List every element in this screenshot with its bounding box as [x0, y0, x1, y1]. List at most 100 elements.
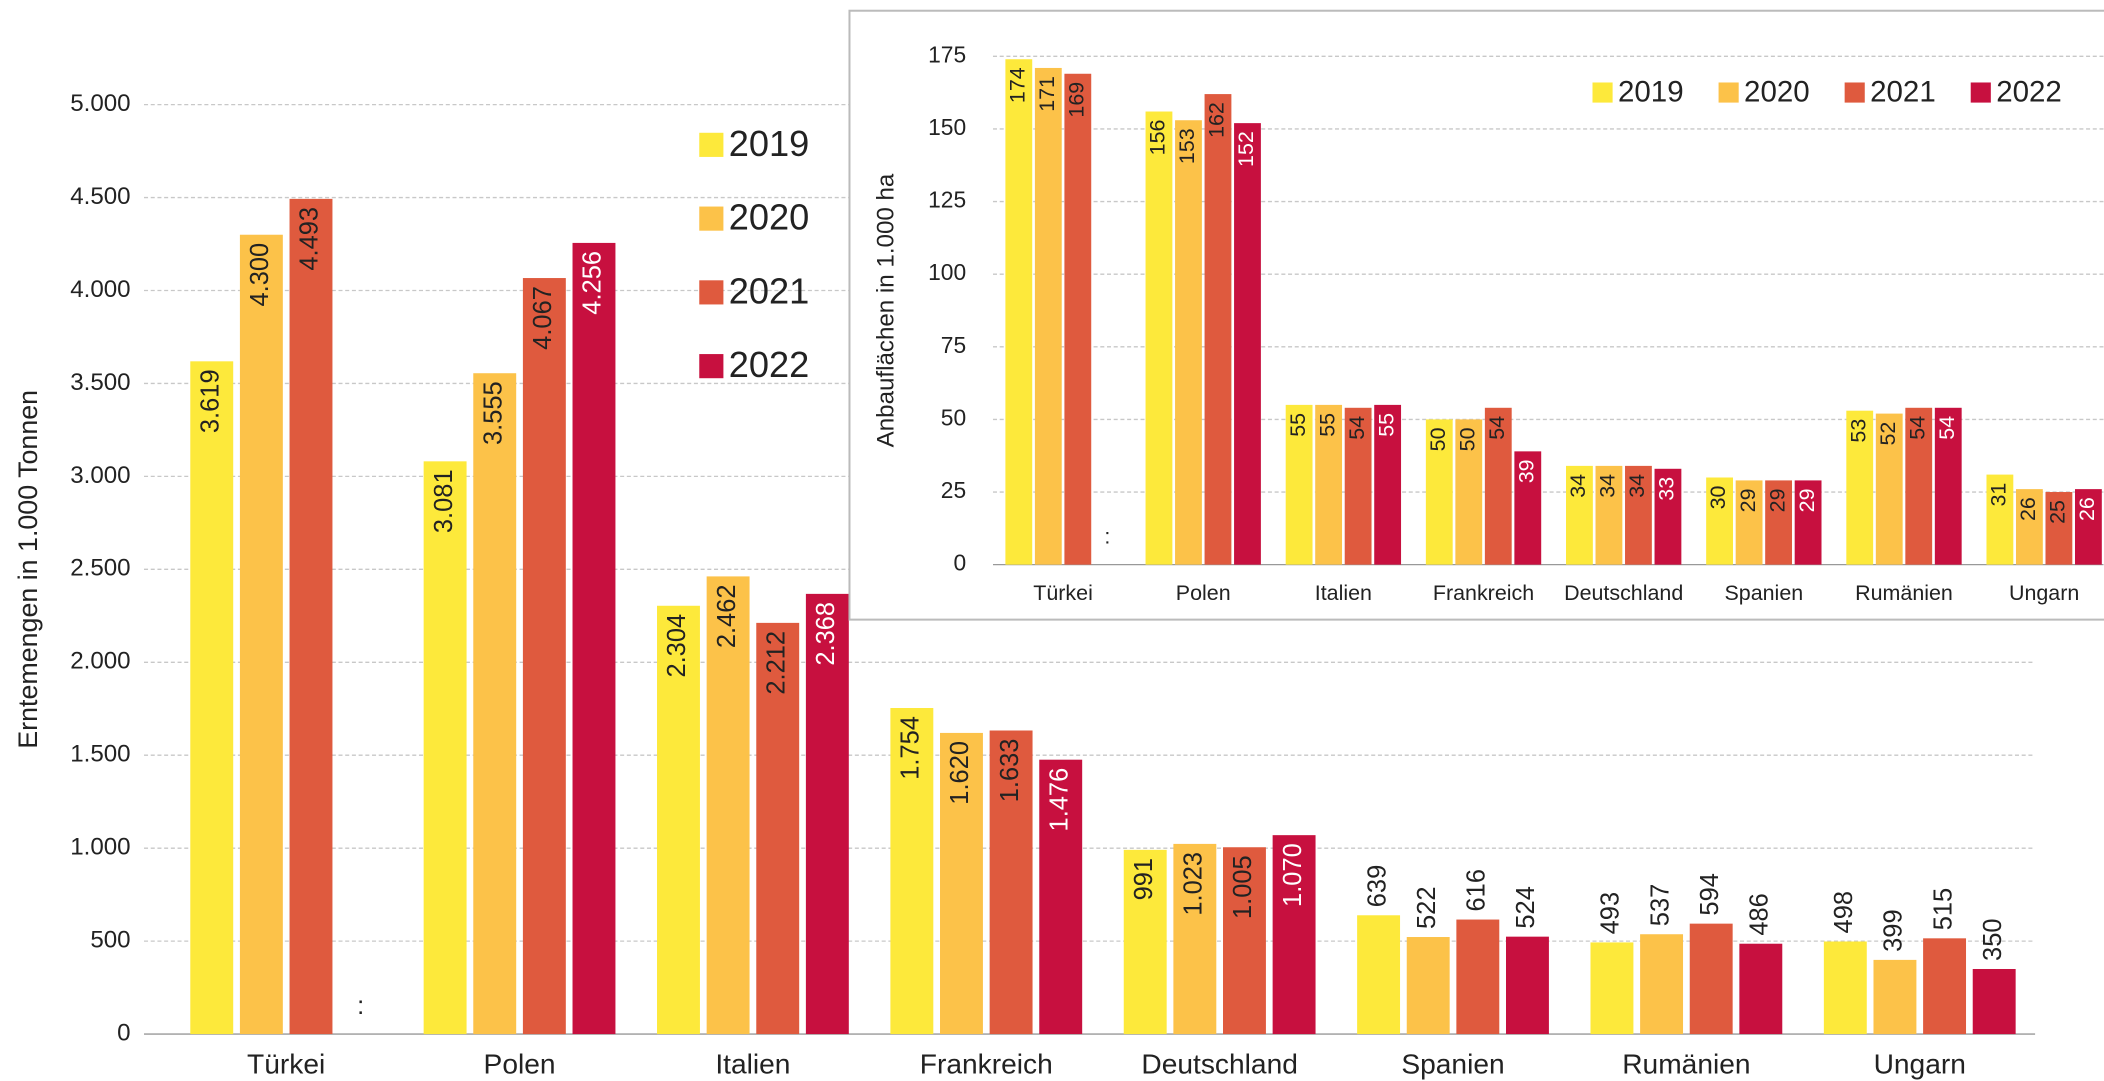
data-label: 52 — [1876, 422, 1900, 446]
data-label: 53 — [1846, 419, 1870, 443]
y-tick-label: 25 — [941, 477, 966, 503]
y-tick-label: 5.000 — [70, 90, 130, 117]
data-label: 4.067 — [529, 286, 557, 350]
bar — [1005, 59, 1033, 565]
data-label: 350 — [1979, 918, 2007, 961]
data-label: 3.555 — [479, 381, 507, 445]
data-label: 55 — [1286, 413, 1310, 437]
legend-label: 2019 — [1618, 76, 1684, 109]
bar — [1064, 73, 1092, 565]
x-tick-label: Rumänien — [1622, 1049, 1750, 1080]
legend-swatch — [1718, 82, 1739, 103]
legend-swatch — [699, 280, 724, 305]
bar — [1145, 111, 1173, 565]
bar — [890, 708, 934, 1035]
bar — [572, 242, 616, 1035]
bar — [423, 461, 467, 1035]
data-label: 171 — [1035, 76, 1059, 112]
data-label: 50 — [1426, 427, 1450, 451]
y-tick-label: 125 — [928, 187, 966, 213]
data-label: 33 — [1655, 477, 1679, 501]
x-tick-label: Ungarn — [1874, 1049, 1966, 1080]
bar — [1315, 404, 1343, 565]
bar — [1986, 474, 2014, 565]
data-label: 26 — [2016, 497, 2040, 521]
bar — [940, 732, 983, 1035]
data-label: 34 — [1566, 474, 1590, 498]
data-label: 169 — [1064, 82, 1088, 118]
bar — [1204, 94, 1232, 565]
bar — [1923, 938, 1967, 1035]
bar — [1374, 404, 1402, 565]
bar — [190, 361, 234, 1035]
data-label: 29 — [1765, 488, 1789, 512]
data-label: 991 — [1130, 858, 1158, 900]
bar — [1654, 468, 1682, 565]
bar — [2045, 492, 2073, 565]
data-label: 34 — [1625, 474, 1649, 498]
data-label: 4.256 — [579, 251, 607, 315]
bar — [1505, 936, 1549, 1035]
legend-swatch — [1970, 82, 1991, 103]
bar — [1357, 915, 1401, 1035]
bar — [1689, 923, 1733, 1035]
bar — [1875, 413, 1903, 565]
y-tick-label: 4.500 — [70, 183, 130, 210]
x-tick-label: Türkei — [247, 1049, 325, 1080]
missing-label: : — [357, 992, 364, 1020]
data-label: 515 — [1929, 888, 1957, 931]
main-chart: 05001.0001.5002.0002.5003.0003.5004.0004… — [13, 90, 2036, 1080]
bar — [1272, 835, 1316, 1035]
data-label: 153 — [1175, 128, 1199, 164]
data-label: 616 — [1463, 869, 1491, 912]
data-label: 34 — [1596, 474, 1620, 498]
legend-swatch — [1844, 82, 1865, 103]
bar — [1595, 465, 1623, 565]
data-label: 2.368 — [812, 602, 840, 666]
bar — [1972, 968, 2016, 1035]
data-label: 50 — [1455, 427, 1479, 451]
y-tick-label: 2.000 — [70, 648, 130, 675]
bar — [1934, 407, 1962, 565]
bar — [1765, 480, 1793, 565]
bar — [239, 234, 283, 1035]
bar — [473, 373, 517, 1035]
x-tick-label: Italien — [715, 1049, 790, 1080]
bar — [1456, 919, 1500, 1035]
legend-label: 2022 — [729, 344, 810, 385]
data-label: 55 — [1315, 413, 1339, 437]
x-tick-label: Spanien — [1724, 581, 1803, 605]
x-tick-label: Türkei — [1033, 581, 1093, 605]
data-label: 594 — [1696, 873, 1724, 916]
bar — [1566, 465, 1593, 565]
data-label: 2.212 — [762, 631, 790, 695]
bar — [1173, 843, 1217, 1035]
y-tick-label: 75 — [941, 332, 966, 358]
y-tick-label: 3.500 — [70, 369, 130, 396]
y-axis-label: Anbauflächen in 1.000 ha — [872, 173, 899, 447]
data-label: 498 — [1830, 891, 1858, 934]
bar — [1905, 407, 1933, 565]
bar — [657, 605, 700, 1035]
y-tick-label: 1.000 — [70, 834, 130, 861]
legend-label: 2019 — [729, 123, 810, 164]
bar — [1406, 937, 1450, 1035]
data-label: 399 — [1880, 909, 1908, 952]
data-label: 55 — [1374, 413, 1398, 437]
data-label: 4.300 — [246, 243, 274, 307]
bar — [989, 730, 1033, 1035]
x-tick-label: Spanien — [1401, 1049, 1504, 1080]
data-label: 639 — [1363, 865, 1391, 908]
legend-swatch — [699, 132, 724, 157]
data-label: 1.633 — [996, 739, 1024, 803]
legend-swatch — [699, 354, 724, 379]
data-label: 1.005 — [1229, 855, 1257, 919]
data-label: 1.070 — [1279, 843, 1307, 907]
data-label: 39 — [1514, 459, 1538, 483]
bar — [1484, 407, 1512, 565]
bar — [1735, 480, 1763, 565]
y-tick-label: 4.000 — [70, 276, 130, 303]
legend-swatch — [1592, 82, 1613, 103]
